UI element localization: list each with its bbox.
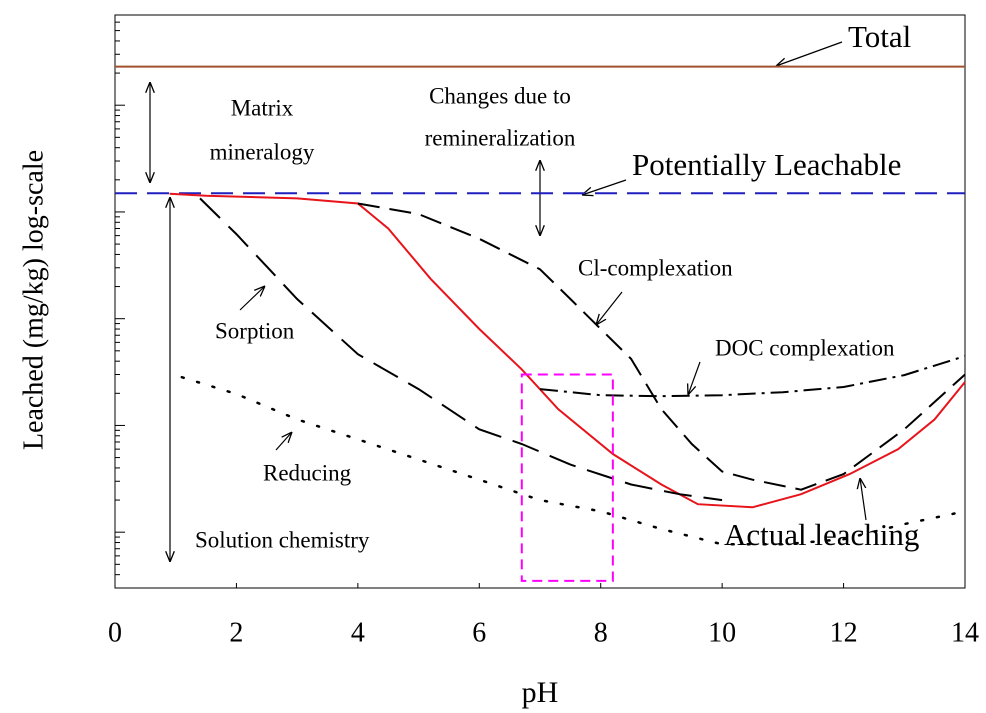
arrow (239, 286, 265, 311)
y-axis-label: Leached (mg/kg) log-scale (18, 150, 49, 450)
x-tick-label: 6 (472, 617, 486, 648)
series-line (539, 355, 966, 398)
x-tick-label: 2 (229, 617, 243, 648)
annotation: Solution chemistry (195, 527, 370, 552)
series-label: Total (848, 19, 911, 54)
x-tick-label: 14 (951, 617, 979, 648)
plot-frame (114, 14, 966, 589)
series-label: Potentially Leachable (632, 147, 901, 182)
x-axis-label: pH (522, 676, 559, 709)
x-tick-label: 8 (594, 617, 608, 648)
x-tick-label: 12 (830, 617, 858, 648)
arrow (776, 41, 843, 66)
arrow (582, 179, 627, 195)
x-tick-label: 4 (351, 617, 365, 648)
x-tick-label: 10 (708, 617, 736, 648)
x-tick-label: 0 (108, 617, 122, 648)
annotation: mineralogy (210, 139, 315, 164)
arrow (596, 291, 623, 325)
series-line (199, 197, 723, 502)
annotation: Matrix (231, 95, 294, 120)
arrow (860, 478, 867, 521)
annotation: Changes due to (429, 83, 571, 108)
series-label: Cl-complexation (578, 255, 733, 280)
series-label: Actual leaching (724, 517, 919, 552)
series-label: Sorption (215, 318, 295, 343)
series-line (169, 192, 966, 509)
annotation: remineralization (425, 125, 576, 150)
highlight-box (520, 373, 614, 582)
arrow (688, 361, 701, 395)
series-line (357, 202, 966, 491)
arrows (150, 41, 867, 562)
arrow (275, 432, 292, 451)
series-label: Reducing (263, 460, 352, 485)
series-label: DOC complexation (715, 335, 895, 360)
